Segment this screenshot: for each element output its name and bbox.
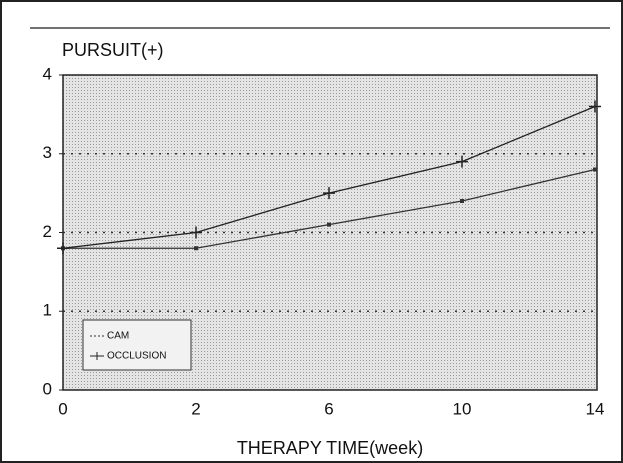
marker [456, 155, 468, 168]
x-tick-label: 2 [191, 399, 200, 418]
x-tick-label: 6 [324, 399, 333, 418]
marker [57, 242, 69, 255]
marker [460, 199, 464, 203]
marker [194, 246, 198, 251]
x-axis-label: THERAPY TIME(week) [237, 438, 423, 458]
marker [593, 167, 597, 172]
y-tick-label: 2 [43, 222, 52, 241]
x-tick-label: 14 [586, 399, 605, 418]
y-axis-label: PURSUIT(+) [62, 40, 164, 60]
marker [190, 226, 202, 239]
y-tick-label: 1 [43, 301, 52, 320]
legend-label: OCCLUSION [107, 351, 166, 362]
x-tick-label: 0 [58, 399, 67, 418]
marker [589, 100, 601, 113]
y-tick-label: 0 [43, 379, 52, 398]
legend-symbol [90, 352, 104, 360]
marker [323, 187, 335, 200]
legend-label: CAM [107, 331, 129, 342]
y-tick-label: 4 [43, 64, 52, 83]
legend-box [82, 319, 192, 371]
x-tick-label: 10 [453, 399, 472, 418]
marker [327, 222, 331, 227]
legend [82, 319, 192, 371]
y-tick-label: 3 [43, 143, 52, 162]
